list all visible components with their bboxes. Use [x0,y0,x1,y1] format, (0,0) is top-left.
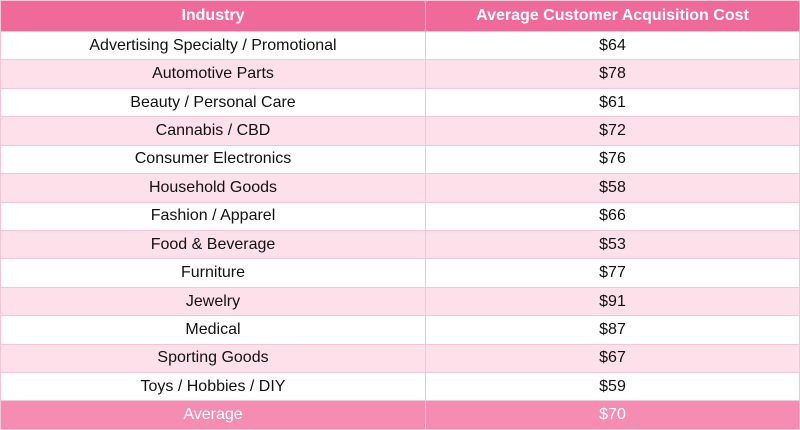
table-row: Fashion / Apparel $66 [0,201,800,231]
header-row: Industry Average Customer Acquisition Co… [0,0,800,32]
cost-cell: $91 [425,286,800,317]
table-row: Sporting Goods $67 [0,343,800,374]
cost-cell: $67 [425,343,800,374]
industry-cell: Cannabis / CBD [0,116,426,146]
industry-cell: Medical [0,315,426,345]
header-cell: Average Customer Acquisition Cost [425,0,800,32]
cost-cell: $53 [425,229,800,260]
cost-cell: $72 [425,116,800,146]
industry-cell: Automotive Parts [0,59,426,89]
table-row: Furniture $77 [0,258,800,288]
table-row: Consumer Electronics $76 [0,144,800,175]
industry-cell: Sporting Goods [0,343,426,374]
footer-cell: Average [0,400,426,430]
cost-cell: $76 [425,144,800,175]
cost-cell: $64 [425,30,800,61]
industry-cell: Jewelry [0,286,426,317]
industry-cell: Food & Beverage [0,229,426,260]
cost-cell: $61 [425,87,800,118]
cost-cell: $59 [425,372,800,402]
industry-cell: Fashion / Apparel [0,201,426,231]
table-row: Advertising Specialty / Promotional $64 [0,30,800,61]
table-header: Industry Average Customer Acquisition Co… [0,0,800,32]
industry-cell: Consumer Electronics [0,144,426,175]
industry-cell: Toys / Hobbies / DIY [0,372,426,402]
cost-cell: $87 [425,315,800,345]
table-row: Jewelry $91 [0,286,800,317]
table-row: Medical $87 [0,315,800,345]
table-row: Beauty / Personal Care $61 [0,87,800,118]
cost-cell: $77 [425,258,800,288]
industry-cell: Advertising Specialty / Promotional [0,30,426,61]
cost-cell: $66 [425,201,800,231]
table-row: Automotive Parts $78 [0,59,800,89]
table-row: Cannabis / CBD $72 [0,116,800,146]
table-row: Food & Beverage $53 [0,229,800,260]
table-row: Toys / Hobbies / DIY $59 [0,372,800,402]
cost-cell: $58 [425,173,800,203]
cost-cell: $78 [425,59,800,89]
footer-row: Average $70 [0,400,800,430]
footer-cell: $70 [425,400,800,430]
industry-cell: Beauty / Personal Care [0,87,426,118]
table-row: Household Goods $58 [0,173,800,203]
industry-cell: Household Goods [0,173,426,203]
header-cell: Industry [0,0,426,32]
table-body: Advertising Specialty / Promotional $64 Au… [0,30,800,430]
industry-cell: Furniture [0,258,426,288]
